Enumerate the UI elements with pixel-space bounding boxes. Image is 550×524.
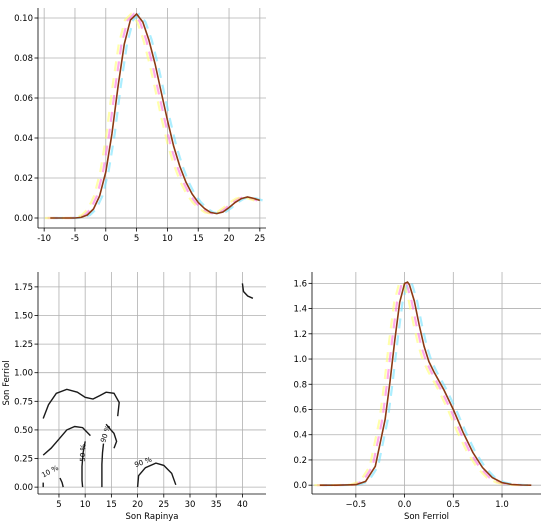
y-tick-label: 0.00 (14, 214, 33, 224)
y-tick-label: 0.6 (293, 405, 307, 415)
y-tick-label: 0.00 (14, 483, 33, 493)
x-tick-label: -5 (71, 234, 79, 244)
y-tick-label: 0.8 (293, 380, 307, 390)
y-tick-label: 0.0 (293, 481, 307, 491)
x-tick-label: 10 (162, 234, 173, 244)
density-line (50, 12, 261, 219)
y-tick-label: 0.08 (14, 54, 33, 64)
y-tick-label: 1.75 (14, 283, 33, 293)
ghost-trace (47, 12, 258, 220)
contour-label: 10 % (40, 464, 60, 480)
contour-line (105, 423, 118, 449)
y-tick-label: 0.2 (293, 456, 307, 466)
ghost-trace (44, 12, 255, 220)
ghost-trace (322, 280, 535, 487)
y-tick-label: 0.02 (14, 174, 33, 184)
y-tick-label: 1.6 (293, 279, 307, 289)
x-tick-label: 0 (103, 234, 108, 244)
x-tick-label: 30 (185, 500, 196, 510)
density-line (319, 281, 532, 486)
x-tick-label: 25 (254, 234, 265, 244)
y-tick-label: 1.2 (293, 330, 307, 340)
y-tick-label: 0.06 (14, 94, 33, 104)
x-axis-label: Son Rapinya (126, 512, 179, 522)
y-tick-label: 0.4 (293, 431, 307, 441)
x-tick-label: 0.5 (447, 500, 461, 510)
contour-line (241, 283, 254, 299)
x-tick-label: 10 (80, 500, 91, 510)
contour-line (81, 441, 86, 488)
gridlines (38, 272, 266, 494)
x-tick-label: 5 (56, 500, 61, 510)
x-axis-label: Son Ferriol (404, 512, 449, 522)
y-tick-label: 0.04 (14, 134, 33, 144)
y-tick-label: 0.75 (14, 397, 33, 407)
panel-bottom-right: −0.5 0.0 0.5 1.0 0.0 0.2 0.4 0.6 0.8 1.0 1.2 1.4 1.6… (293, 272, 541, 522)
ghost-trace (317, 280, 529, 487)
y-tick-label: 1.00 (14, 369, 33, 379)
y-tick-label: 1.0 (293, 355, 307, 365)
contour-line (42, 425, 91, 456)
y-tick-label: 1.50 (14, 311, 33, 321)
y-axis-label: Son Ferriol (2, 360, 12, 405)
x-tick-label: 0.0 (398, 500, 412, 510)
y-tick-label: 1.25 (14, 340, 33, 350)
x-tick-label: 1.0 (495, 500, 509, 510)
ghost-trace (314, 280, 526, 487)
x-tick-label: -10 (37, 234, 51, 244)
contour-line (101, 443, 105, 488)
contour-line (136, 462, 177, 488)
contour-label: 50 % (79, 443, 88, 461)
contour-line (59, 477, 64, 488)
x-tick-label: 15 (106, 500, 117, 510)
x-tick-label: −0.5 (346, 500, 367, 510)
x-tick-label: 35 (211, 500, 222, 510)
y-tick-label: 0.10 (14, 14, 33, 24)
ghost-trace (53, 12, 263, 220)
x-tick-label: 5 (134, 234, 139, 244)
panel-top-left: -10 -5 0 5 10 15 20 25 0.00 0.02 0.04 0.06 0.08 0.10 (14, 8, 266, 244)
x-tick-label: 15 (193, 234, 204, 244)
x-tick-label: 40 (237, 500, 248, 510)
gridlines (312, 272, 541, 494)
y-tick-label: 0.50 (14, 426, 33, 436)
y-tick-label: 0.25 (14, 455, 33, 465)
contour-label: 90 % (133, 455, 153, 469)
x-tick-label: 25 (158, 500, 169, 510)
contour-label: 90 % (99, 424, 112, 444)
contour-line (42, 388, 120, 419)
x-tick-label: 20 (224, 234, 235, 244)
panel-bottom-left: 10 % 50 % 90 % 90 % 5 10 15 20 25 30 35 40 0.00 0.25 0… (2, 272, 266, 522)
x-tick-label: 20 (132, 500, 143, 510)
y-tick-label: 1.4 (293, 305, 307, 315)
